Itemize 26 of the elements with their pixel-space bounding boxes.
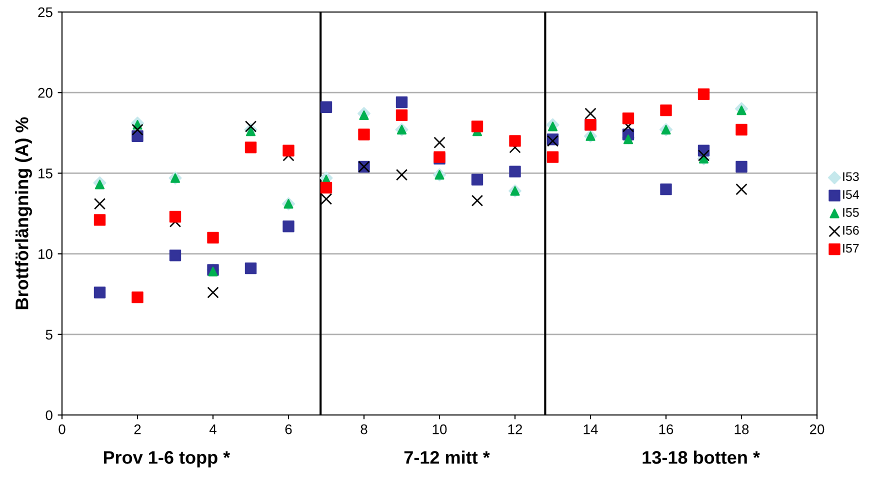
legend-label: I57 <box>843 244 859 253</box>
legend-label: I54 <box>843 190 860 199</box>
x-tick-label: 10 <box>432 424 447 434</box>
x-tick-label: 18 <box>734 424 749 434</box>
legend-label: I53 <box>843 172 859 182</box>
x-tick-label: 12 <box>508 424 522 434</box>
legend-label: I56 <box>843 226 859 235</box>
x-tick-label: 0 <box>58 424 66 434</box>
text: Prov 1-6 topp * <box>104 451 230 468</box>
y-tick-label: 15 <box>38 168 52 178</box>
x-tick-label: 2 <box>134 424 141 434</box>
x-tick-label: 8 <box>360 424 368 434</box>
y-tick-label: 5 <box>46 330 52 340</box>
x-tick-label: 16 <box>659 424 674 434</box>
x-tick-label: 14 <box>584 424 598 434</box>
y-tick-label: 0 <box>46 410 52 420</box>
x-tick-label: 6 <box>285 424 292 434</box>
y-axis-title: Brottförlängning (A) % <box>15 117 32 310</box>
legend-label: I55 <box>843 208 859 217</box>
x-tick-label: 4 <box>209 424 216 434</box>
y-tick-label: 25 <box>38 7 52 18</box>
text: 7-12 mitt * <box>404 450 490 464</box>
y-tick-label: 20 <box>38 88 52 98</box>
x-tick-label: 20 <box>810 424 824 434</box>
y-tick-label: 10 <box>38 249 52 259</box>
text: 13-18 botten * <box>642 450 760 464</box>
